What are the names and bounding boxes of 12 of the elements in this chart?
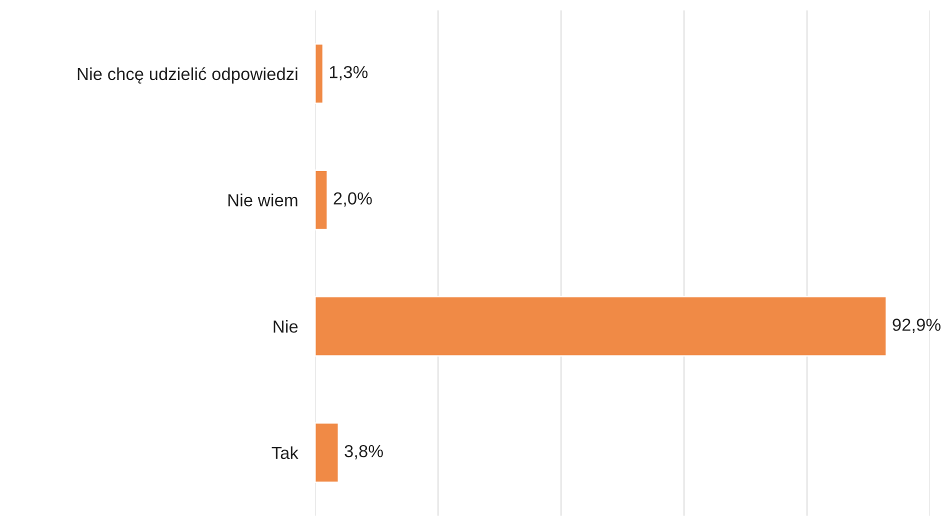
bar: [315, 43, 324, 104]
y-tick-label: Nie wiem: [228, 194, 298, 206]
bar: [315, 170, 328, 230]
bar: [315, 422, 340, 484]
y-tick-label: Nie chcę udzielić odpowiedzi: [78, 67, 298, 84]
data-label: 3,8%: [344, 444, 383, 460]
bar: [315, 296, 888, 357]
y-tick-label: Nie: [274, 320, 298, 333]
data-label: 1,3%: [330, 66, 368, 80]
data-label: 92,9%: [892, 318, 941, 333]
y-tick-label: Tak: [272, 446, 298, 460]
data-label: 2,0%: [334, 192, 372, 207]
